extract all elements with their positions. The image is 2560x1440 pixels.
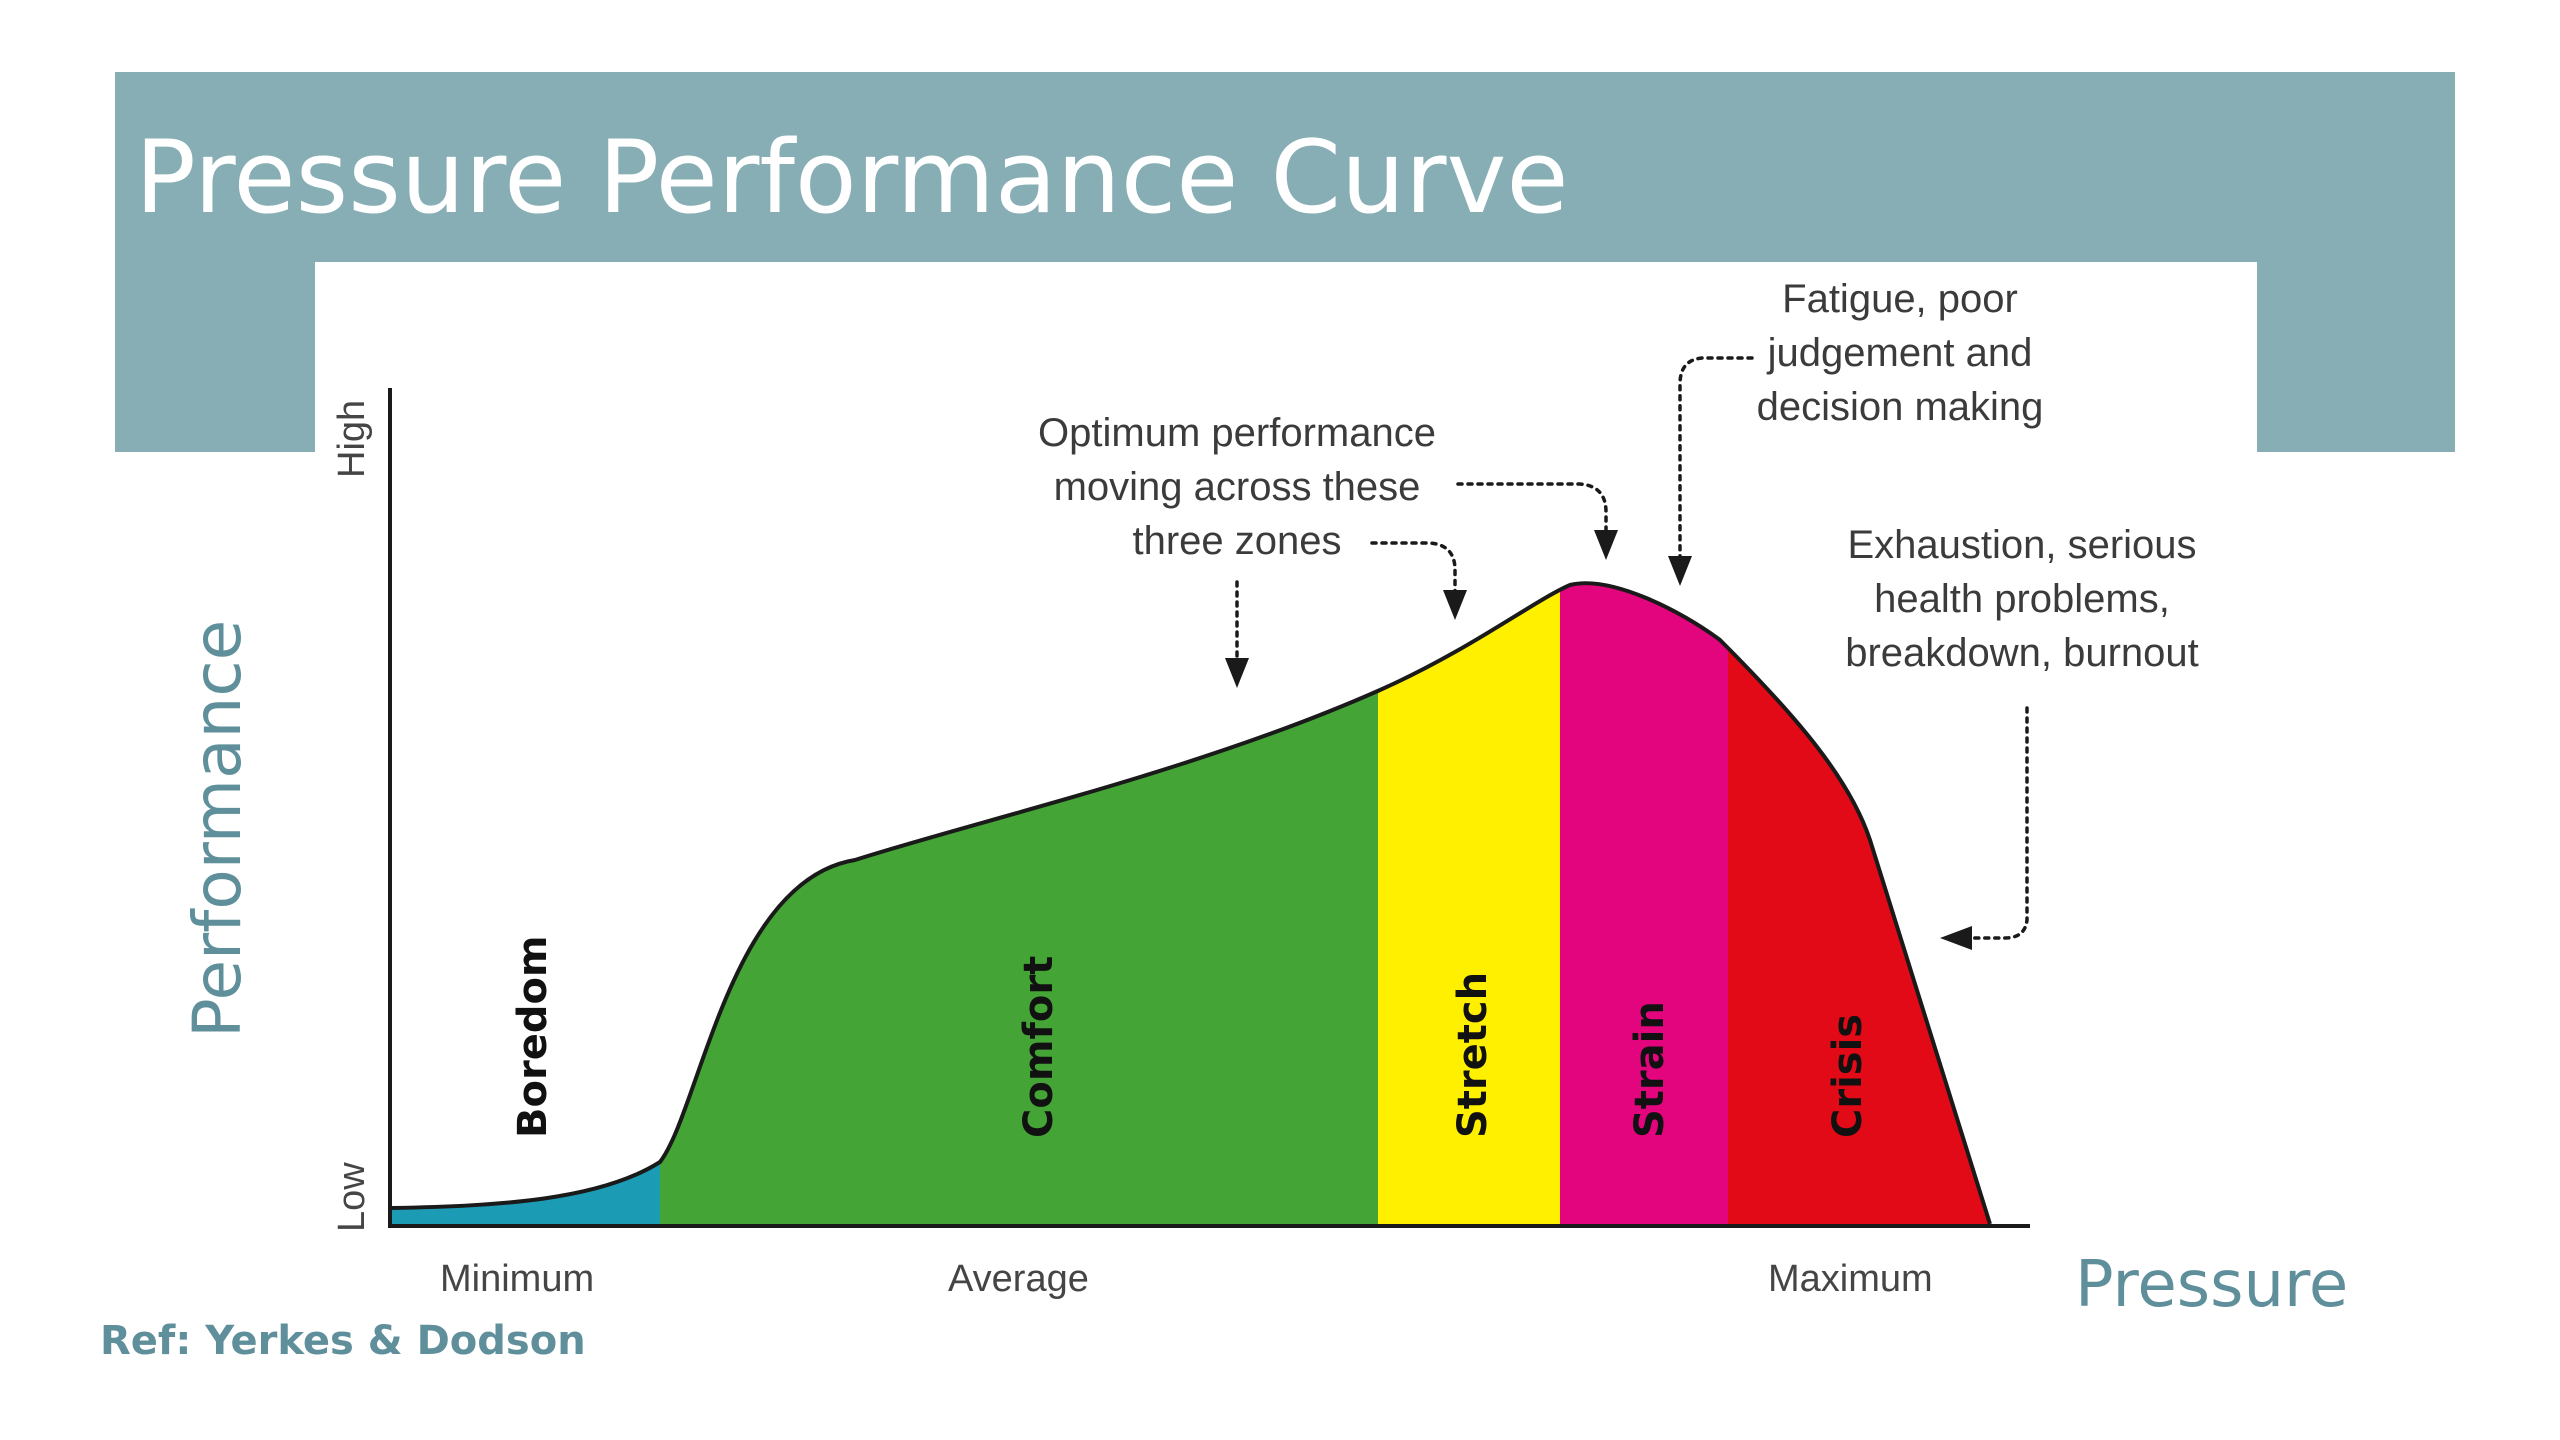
annotation-fatigue-line-1: Fatigue, poor: [1782, 277, 2018, 321]
annotation-fatigue: Fatigue, poor judgement and decision mak…: [1757, 277, 2044, 429]
zone-stretch: [1378, 583, 1562, 1224]
arrow-exhaustion-to-crisis: [1940, 706, 2029, 950]
arrow-optimum-to-stretch: [1370, 541, 1467, 620]
annotation-exhaustion: Exhaustion, serious health problems, bre…: [1845, 523, 2199, 675]
annotation-exhaustion-line-3: breakdown, burnout: [1845, 631, 2199, 675]
annotation-fatigue-line-2: judgement and: [1767, 331, 2033, 375]
annotation-optimum-line-3: three zones: [1132, 519, 1341, 563]
annotation-optimum-line-1: Optimum performance: [1038, 411, 1436, 455]
annotation-optimum-line-2: moving across these: [1054, 465, 1421, 509]
slide-title: Pressure Performance Curve: [135, 118, 1568, 236]
annotation-fatigue-line-3: decision making: [1757, 385, 2044, 429]
y-low-label: Low: [331, 1162, 373, 1232]
arrow-fatigue-to-strain: [1668, 356, 1754, 586]
zone-strain: [1560, 583, 1730, 1224]
header-band: [115, 72, 2455, 452]
x-axis-title: Pressure: [2075, 1248, 2348, 1322]
performance-curve: [391, 581, 1992, 1225]
x-tick-maximum: Maximum: [1768, 1258, 1933, 1300]
reference-text: Ref: Yerkes & Dodson: [100, 1318, 586, 1364]
arrow-optimum-to-peak: [1456, 482, 1618, 560]
zone-label-crisis: Crisis: [1825, 1014, 1871, 1138]
annotation-optimum: Optimum performance moving across these …: [1038, 411, 1436, 563]
zone-label-strain: Strain: [1627, 1001, 1673, 1138]
annotation-exhaustion-line-2: health problems,: [1874, 577, 2170, 621]
arrow-optimum-down: [1225, 580, 1249, 688]
x-tick-minimum: Minimum: [440, 1258, 594, 1300]
x-tick-average: Average: [948, 1258, 1089, 1300]
y-axis-title: Performance: [179, 620, 256, 1038]
zone-label-boredom: Boredom: [510, 935, 556, 1138]
zone-label-comfort: Comfort: [1016, 956, 1062, 1138]
y-high-label: High: [331, 400, 373, 478]
annotation-exhaustion-line-1: Exhaustion, serious: [1847, 523, 2196, 567]
zone-label-stretch: Stretch: [1450, 972, 1496, 1138]
